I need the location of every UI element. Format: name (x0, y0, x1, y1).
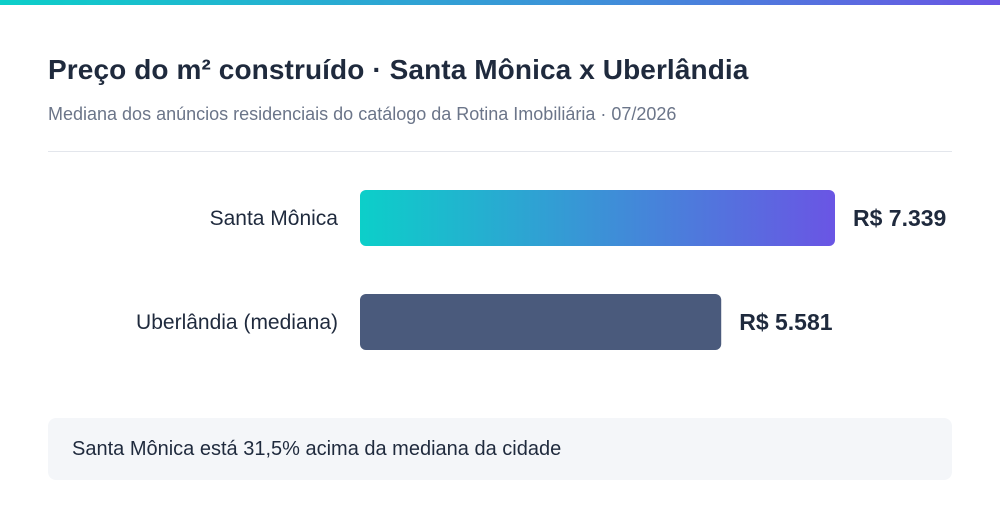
chart-title: Preço do m² construído · Santa Mônica x … (48, 54, 749, 85)
bar-santa-monica (360, 190, 835, 246)
bar-uberlandia-median (360, 294, 722, 350)
category-label: Santa Mônica (210, 207, 339, 230)
callout-text: Santa Mônica está 31,5% acima da mediana… (72, 437, 562, 460)
top-accent-bar (0, 0, 1000, 5)
bar-value-label: R$ 7.339 (853, 205, 946, 231)
chart-subtitle: Mediana dos anúncios residenciais do cat… (48, 104, 677, 124)
bar-chart: Santa Mônica R$ 7.339 Uberlândia (mediana)… (136, 190, 946, 350)
header-divider (48, 151, 952, 152)
category-label: Uberlândia (mediana) (136, 311, 338, 334)
comparison-callout: Santa Mônica está 31,5% acima da mediana… (48, 418, 952, 480)
bar-value-label: R$ 5.581 (739, 309, 833, 335)
